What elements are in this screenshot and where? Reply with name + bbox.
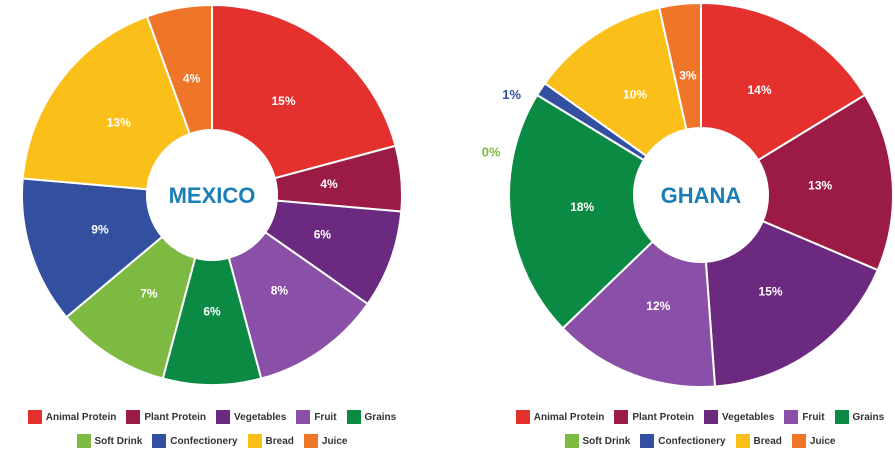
legend-item: Juice xyxy=(303,434,348,448)
data-label: 7% xyxy=(140,286,158,300)
legend-item: Bread xyxy=(247,434,294,448)
legend-swatch xyxy=(735,434,750,448)
legend-swatch xyxy=(216,410,231,424)
legend-label: Confectionery xyxy=(170,435,238,447)
legend-item: Vegetables xyxy=(704,410,774,424)
legend-item: Confectionery xyxy=(152,434,238,448)
data-label: 18% xyxy=(570,200,594,214)
legend-swatch xyxy=(27,410,42,424)
legend-item: Vegetables xyxy=(216,410,286,424)
data-label: 9% xyxy=(91,223,109,237)
legend-label: Vegetables xyxy=(722,411,775,423)
data-label: 13% xyxy=(107,116,131,130)
legend-item: Juice xyxy=(791,434,836,448)
legend-label: Bread xyxy=(265,435,294,447)
data-label: 4% xyxy=(320,177,338,191)
legend-label: Grains xyxy=(852,411,885,423)
legend-label: Juice xyxy=(321,435,348,447)
legend-swatch xyxy=(515,410,530,424)
legend-swatch xyxy=(640,434,655,448)
legend-label: Grains xyxy=(364,411,397,423)
legend-swatch xyxy=(564,434,579,448)
legend-swatch xyxy=(834,410,849,424)
legend-item: Animal Protein xyxy=(515,410,605,424)
legend-item: Animal Protein xyxy=(27,410,117,424)
data-label: 13% xyxy=(808,178,832,192)
legend-item: Fruit xyxy=(296,410,337,424)
legend-swatch xyxy=(296,410,311,424)
slice xyxy=(21,15,192,191)
legend-item: Soft Drink xyxy=(76,434,143,448)
legend-item: Plant Protein xyxy=(126,410,206,424)
chart-title: MEXICO xyxy=(169,183,256,208)
data-label: 0% xyxy=(482,144,501,159)
data-label: 12% xyxy=(646,299,670,313)
legend-label: Soft Drink xyxy=(94,435,143,447)
data-label: 15% xyxy=(759,284,783,298)
legend-swatch xyxy=(152,434,167,448)
donut-hole xyxy=(147,130,277,260)
legend-label: Bread xyxy=(753,435,782,447)
data-label: 1% xyxy=(502,87,521,102)
legend-label: Plant Protein xyxy=(144,411,207,423)
data-label: 6% xyxy=(314,227,332,241)
legend: Animal Protein Plant Protein Vegetables Fru… xyxy=(2,410,422,448)
legend-swatch xyxy=(784,410,799,424)
legend-label: Fruit xyxy=(314,411,337,423)
legend-label: Animal Protein xyxy=(45,411,117,423)
legend-swatch xyxy=(126,410,141,424)
data-label: 14% xyxy=(747,83,771,97)
data-label: 15% xyxy=(272,94,296,108)
data-label: 10% xyxy=(623,88,647,102)
legend-item: Plant Protein xyxy=(614,410,694,424)
legend-item: Bread xyxy=(735,434,782,448)
legend-label: Soft Drink xyxy=(582,435,631,447)
legend-item: Fruit xyxy=(784,410,825,424)
legend-swatch xyxy=(76,434,91,448)
legend-swatch xyxy=(704,410,719,424)
legend-swatch xyxy=(303,434,318,448)
legend-label: Fruit xyxy=(802,411,825,423)
donut-hole xyxy=(634,128,768,262)
legend-swatch xyxy=(614,410,629,424)
legend-label: Juice xyxy=(809,435,836,447)
legend-label: Vegetables xyxy=(234,411,287,423)
legend-label: Plant Protein xyxy=(632,411,695,423)
legend-swatch xyxy=(791,434,806,448)
legend-row: Animal Protein Plant Protein Vegetables Fru… xyxy=(515,410,885,424)
legend-swatch xyxy=(346,410,361,424)
data-label: 8% xyxy=(271,283,289,297)
legend-row: Soft Drink Confectionery Bread Juice xyxy=(564,434,836,448)
legend-swatch xyxy=(247,434,262,448)
legend-item: Soft Drink xyxy=(564,434,631,448)
legend-label: Animal Protein xyxy=(533,411,605,423)
data-label: 6% xyxy=(203,305,221,319)
legend-label: Confectionery xyxy=(658,435,726,447)
legend: Animal Protein Plant Protein Vegetables Fru… xyxy=(490,410,895,448)
data-label: 4% xyxy=(183,71,201,85)
legend-item: Grains xyxy=(834,410,885,424)
legend-row: Animal Protein Plant Protein Vegetables Fru… xyxy=(27,410,397,424)
legend-row: Soft Drink Confectionery Bread Juice xyxy=(76,434,348,448)
legend-item: Confectionery xyxy=(640,434,726,448)
chart-title: GHANA xyxy=(661,183,742,208)
legend-item: Grains xyxy=(346,410,397,424)
data-label: 3% xyxy=(679,68,697,82)
